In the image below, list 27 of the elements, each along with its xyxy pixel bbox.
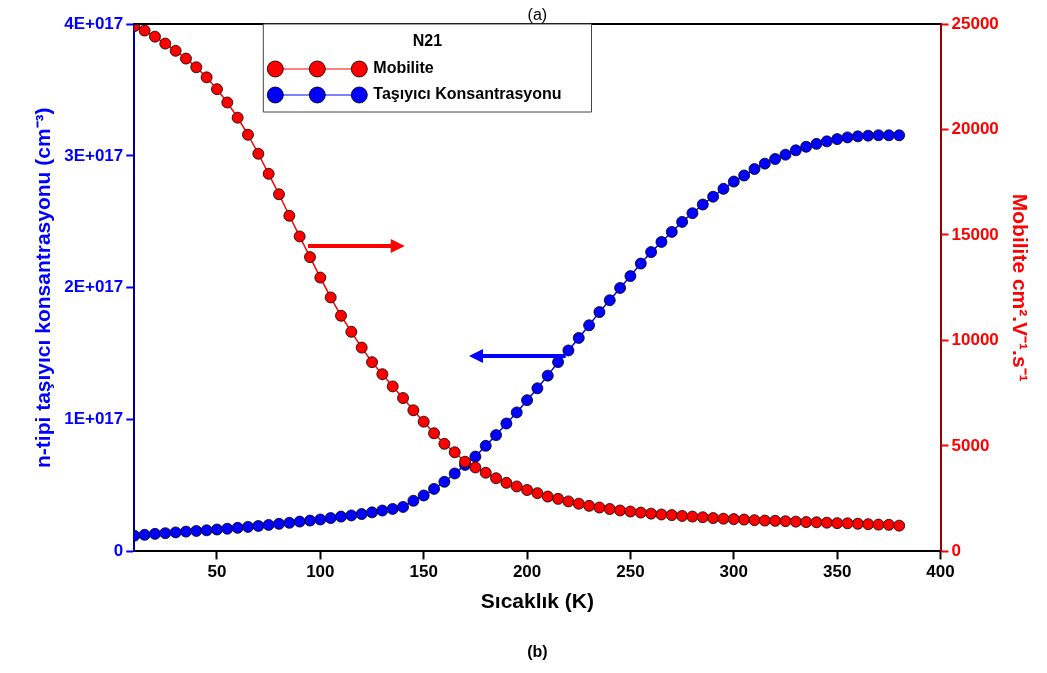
x-tick-label: 200 [512, 562, 542, 582]
y2-tick-label: 15000 [951, 224, 999, 244]
legend-title: N21 [412, 32, 443, 50]
x-axis-title: Sıcaklık (K) [480, 589, 595, 613]
legend-label: Mobilite [373, 59, 434, 77]
text: (b) [527, 643, 548, 661]
x-tick-label: 350 [822, 562, 852, 582]
y2-tick-label: 0 [951, 541, 961, 561]
x-tick-label: 250 [616, 562, 645, 582]
y2-tick-label: 10000 [951, 330, 999, 350]
legend-label: Taşıyıcı Konsantrasyonu [373, 85, 562, 103]
text: (a) [527, 6, 548, 24]
y-axis-title: n-tipi taşıyıcı konsantrasyonu (cm⁻³) [31, 107, 55, 468]
x-tick-label: 150 [409, 562, 438, 582]
y2-tick-label: 5000 [951, 435, 990, 455]
x-tick-label: 300 [719, 562, 748, 582]
y2-axis-title: Mobilite cm².V⁻¹.s⁻¹ [1008, 193, 1032, 382]
y-tick-label: 1E+017 [64, 409, 124, 429]
x-tick-label: 100 [306, 562, 335, 582]
y2-tick-label: 20000 [951, 119, 999, 139]
y-tick-label: 0 [113, 541, 124, 561]
y2-tick-label: 25000 [951, 13, 999, 33]
y-tick-label: 4E+017 [64, 13, 124, 33]
y-tick-label: 3E+017 [64, 145, 124, 165]
y-tick-label: 2E+017 [64, 277, 124, 297]
x-tick-label: 400 [926, 562, 955, 582]
x-tick-label: 50 [207, 562, 227, 582]
